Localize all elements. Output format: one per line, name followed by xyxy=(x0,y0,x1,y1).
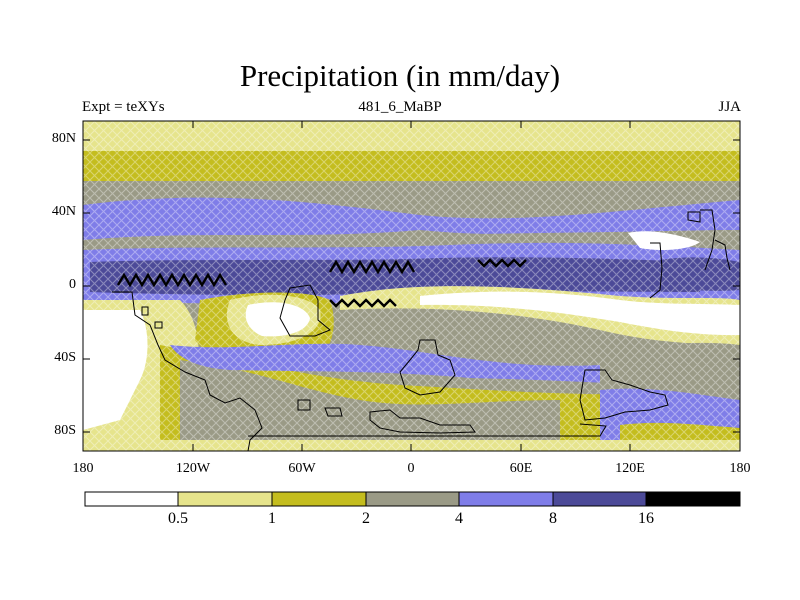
colorbar-bin-7 xyxy=(645,491,741,507)
lon-label-120e: 120E xyxy=(615,461,645,476)
lat-label-40n: 40N xyxy=(51,204,76,219)
coastlines xyxy=(112,209,731,452)
colorbar-bin-5 xyxy=(458,491,554,507)
lon-label-60w: 60W xyxy=(288,461,316,476)
chart-title: Precipitation (in mm/day) xyxy=(239,58,561,93)
lon-label-60e: 60E xyxy=(509,461,533,476)
heavy-precip-zigzags xyxy=(116,258,527,308)
lon-label-120w: 120W xyxy=(175,461,211,476)
colorbar-bin-1 xyxy=(84,491,179,507)
colorbar-label-8: 8 xyxy=(549,510,557,527)
period-label: 481_6_MaBP xyxy=(358,99,442,115)
lat-label-80n: 80N xyxy=(51,131,76,146)
colorbar xyxy=(84,491,741,507)
colorbar-bin-2 xyxy=(177,491,273,507)
colorbar-bin-3 xyxy=(271,491,367,507)
lat-label-0: 0 xyxy=(69,277,76,292)
experiment-label: Expt = teXYs xyxy=(82,99,165,115)
colorbar-bin-6 xyxy=(552,491,647,507)
colorbar-label-4: 4 xyxy=(455,510,463,527)
colorbar-bin-4 xyxy=(365,491,460,507)
lon-label-180w: 180 xyxy=(72,461,94,476)
lon-label-0: 0 xyxy=(407,461,415,476)
axis-ticks xyxy=(83,121,740,451)
lon-label-180e: 180 xyxy=(729,461,751,476)
lat-label-80s: 80S xyxy=(54,423,76,438)
season-label: JJA xyxy=(718,99,741,115)
colorbar-label-16: 16 xyxy=(638,510,654,527)
colorbar-label-2: 2 xyxy=(362,510,370,527)
precipitation-field xyxy=(83,121,740,451)
colorbar-label-0-5: 0.5 xyxy=(168,510,188,527)
lat-label-40s: 40S xyxy=(54,350,76,365)
colorbar-label-1: 1 xyxy=(268,510,276,527)
